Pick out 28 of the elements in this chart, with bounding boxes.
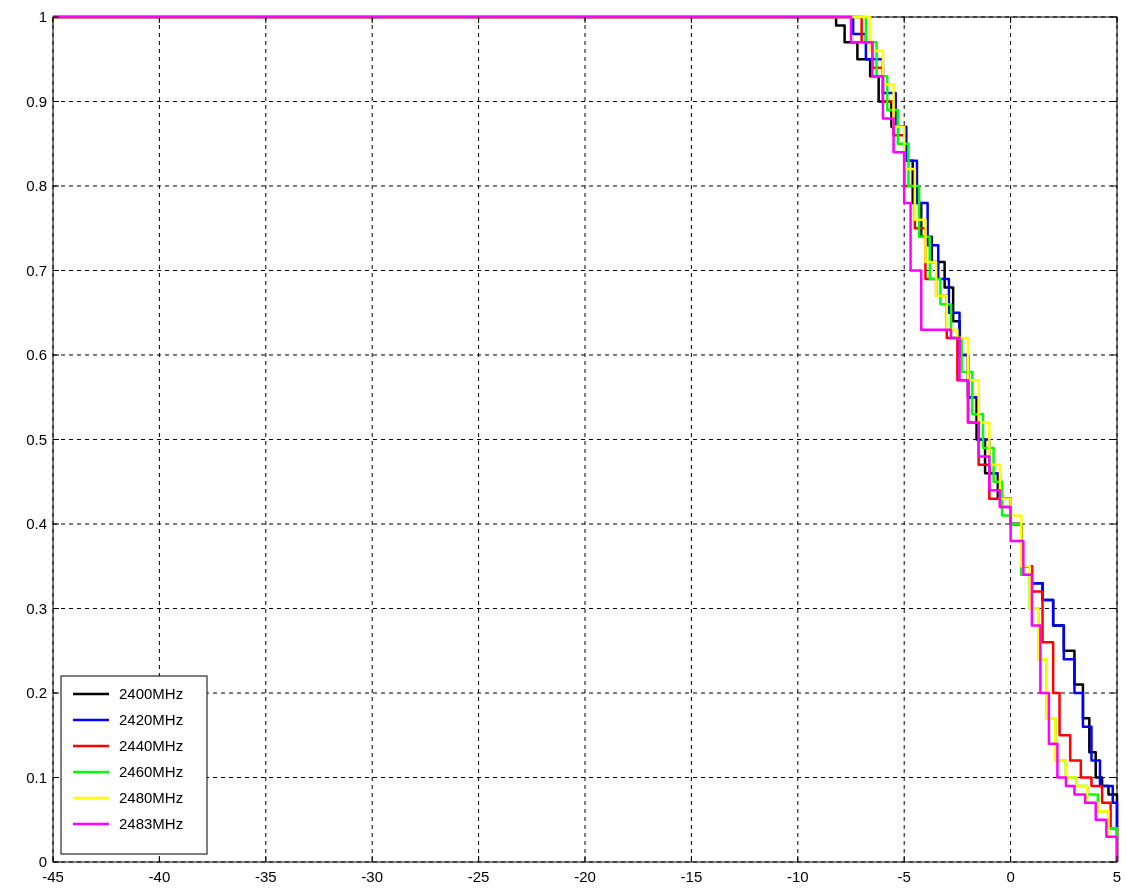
x-tick-label: -10 — [786, 868, 809, 885]
y-tick-label: 0.7 — [26, 261, 47, 279]
y-tick-label: 0 — [38, 853, 47, 870]
x-tick-label: 0 — [1006, 868, 1015, 885]
y-tick-label: 0.6 — [26, 346, 47, 363]
x-tick-label: -30 — [361, 868, 384, 885]
x-tick-label: 5 — [1112, 868, 1122, 885]
y-tick-label: 0.4 — [26, 515, 47, 532]
x-tick-label: -35 — [254, 868, 277, 885]
x-tick-label: -45 — [42, 868, 64, 885]
legend-label: 2460MHz — [119, 763, 184, 780]
legend-label: 2480MHz — [119, 789, 184, 806]
x-tick-label: -40 — [148, 868, 171, 885]
legend-label: 2400MHz — [119, 685, 184, 702]
y-tick-label: 0.1 — [26, 768, 47, 786]
x-tick-label: -20 — [574, 868, 596, 885]
y-tick-label: 0.9 — [26, 92, 47, 110]
y-tick-label: 0.3 — [26, 599, 47, 617]
x-tick-label: -25 — [467, 868, 490, 885]
x-tick-label: -15 — [680, 868, 703, 885]
x-tick-label: -5 — [897, 868, 911, 885]
y-tick-label: 0.8 — [26, 177, 47, 194]
y-tick-label: 1 — [38, 8, 47, 25]
legend-label: 2440MHz — [119, 737, 184, 754]
legend-label: 2483MHz — [119, 815, 184, 832]
y-tick-label: 0.5 — [26, 430, 47, 448]
y-tick-label: 0.2 — [26, 684, 47, 701]
legend-label: 2420MHz — [119, 711, 184, 728]
